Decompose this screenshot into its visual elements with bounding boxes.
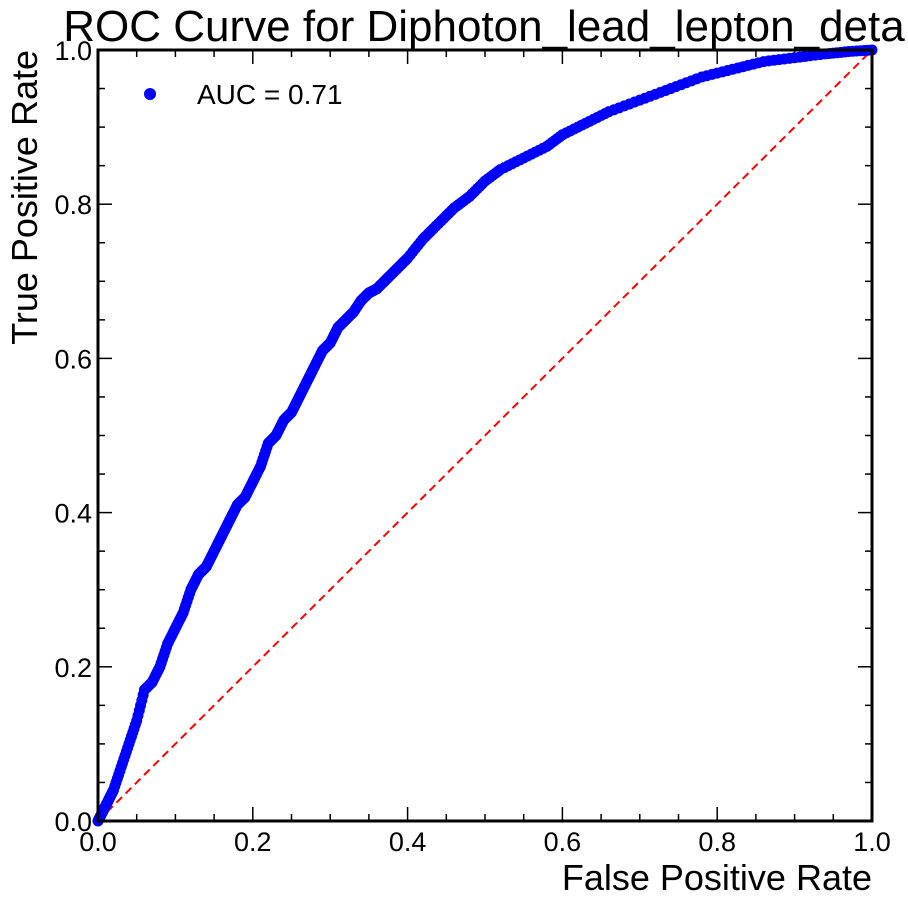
y-tick-label: 0.0 (54, 807, 92, 837)
legend: AUC = 0.71 (144, 79, 343, 110)
chart-title: ROC Curve for Diphoton_lead_lepton_deta (63, 2, 905, 51)
y-tick-label: 0.6 (54, 344, 92, 374)
y-tick-label: 0.8 (54, 190, 92, 220)
legend-label: AUC = 0.71 (197, 79, 343, 110)
y-tick-label: 1.0 (54, 36, 92, 66)
plot-frame (96, 48, 874, 823)
x-tick-label: 0.6 (544, 827, 582, 857)
y-tick-label: 0.2 (54, 653, 92, 683)
y-tick-label: 0.4 (54, 499, 92, 529)
x-tick-label: 0.8 (698, 827, 736, 857)
x-tick-label: 0.0 (79, 827, 117, 857)
x-tick-label: 1.0 (853, 827, 891, 857)
diagonal-line (97, 49, 873, 822)
x-axis-label: False Positive Rate (562, 857, 872, 898)
random-classifier-line (97, 49, 873, 822)
roc-points (92, 44, 878, 827)
x-tick-label: 0.2 (234, 827, 272, 857)
tick-labels: 0.0 0.2 0.4 0.6 0.8 1.0 0.0 0.2 0.4 0.6 0.8 1.0 (54, 36, 890, 857)
legend-marker (144, 88, 156, 100)
y-axis-label: True Positive Rate (4, 50, 45, 345)
x-tick-label: 0.4 (389, 827, 427, 857)
